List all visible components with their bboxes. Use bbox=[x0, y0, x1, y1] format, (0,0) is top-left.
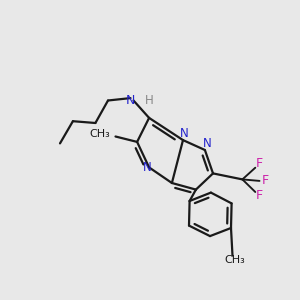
Text: CH₃: CH₃ bbox=[89, 129, 110, 139]
Text: N: N bbox=[143, 161, 152, 174]
Text: CH₃: CH₃ bbox=[224, 255, 245, 265]
Text: N: N bbox=[126, 94, 135, 107]
Text: N: N bbox=[180, 127, 189, 140]
Text: F: F bbox=[256, 157, 263, 170]
Text: F: F bbox=[261, 174, 268, 188]
Text: F: F bbox=[256, 189, 263, 203]
Text: H: H bbox=[145, 94, 154, 107]
Text: N: N bbox=[203, 137, 212, 150]
